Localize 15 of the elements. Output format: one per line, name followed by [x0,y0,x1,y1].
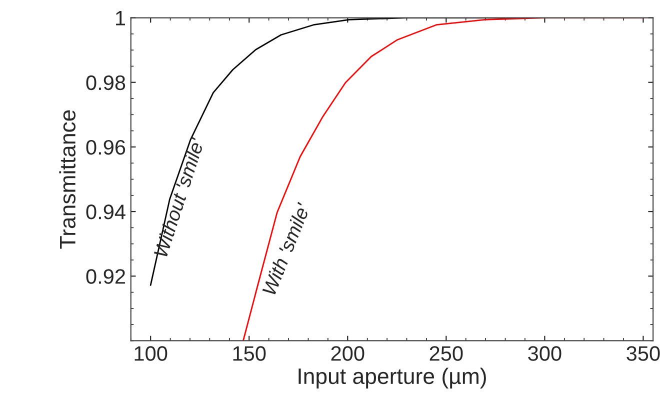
x-axis-title: Input aperture (µm) [298,368,486,388]
y-tick-label: 0.98 [86,75,126,90]
x-tick-label: 150 [233,346,266,361]
y-axis-title: Transmittance [59,110,76,249]
annotation: With 'smile' [262,201,311,296]
y-tick-label: 0.92 [86,269,125,284]
y-tick-label: 0.94 [86,204,126,220]
y-tick-label: 0.96 [86,140,126,155]
x-tick-label: 350 [626,346,660,361]
x-tick-label: 300 [528,346,562,361]
x-tick-label: 250 [430,346,463,361]
x-tick-label: 100 [134,346,168,361]
annotation: Without 'smile' [153,136,205,258]
y-tick-label: 1 [116,10,125,26]
x-tick-label: 200 [331,346,364,361]
